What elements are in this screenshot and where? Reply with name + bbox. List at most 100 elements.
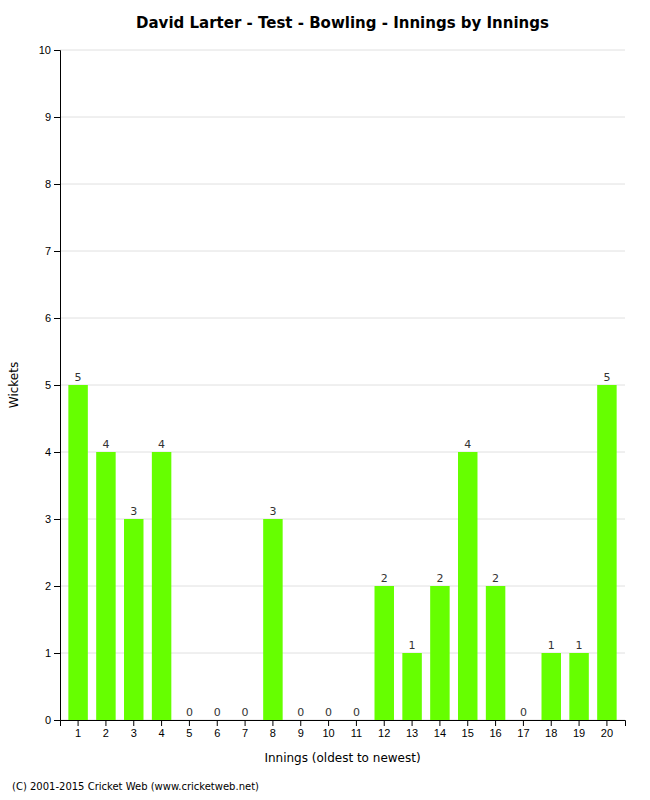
x-tick-mark [439, 720, 440, 726]
y-tick-mark [54, 251, 60, 252]
data-label: 0 [186, 706, 193, 719]
y-tick-label: 3 [45, 513, 51, 525]
data-label: 1 [548, 639, 555, 652]
y-tick: 1 [45, 647, 60, 659]
bar [430, 586, 449, 720]
x-tick: 18 [545, 720, 557, 739]
x-tick: 17 [517, 720, 529, 739]
x-tick-mark [551, 720, 552, 726]
data-label: 4 [464, 438, 471, 451]
x-tick-label: 2 [103, 727, 109, 739]
x-tick-label: 17 [517, 727, 529, 739]
bar [347, 720, 366, 721]
bar [486, 586, 505, 720]
x-tick-mark [384, 720, 385, 726]
grid-line [60, 519, 625, 520]
y-tick: 9 [45, 111, 60, 123]
grid-line [60, 653, 625, 654]
y-tick-mark [54, 519, 60, 520]
plot: 5434000300021242011512345678910111213141… [39, 44, 626, 739]
x-tick-label: 7 [242, 727, 248, 739]
y-axis: 012345678910 [39, 44, 61, 726]
x-tick: 4 [159, 720, 165, 739]
y-tick-label: 10 [39, 44, 51, 56]
x-tick: 9 [298, 720, 304, 739]
x-axis-line [61, 721, 626, 727]
y-tick: 4 [45, 446, 60, 458]
y-tick-label: 1 [45, 647, 51, 659]
x-tick-label: 5 [186, 727, 192, 739]
data-label: 5 [603, 371, 610, 384]
x-tick-label: 12 [378, 727, 390, 739]
x-tick-label: 1 [75, 727, 81, 739]
bar [180, 720, 199, 721]
x-tick-label: 11 [351, 727, 362, 739]
y-tick-label: 6 [45, 312, 51, 324]
x-tick-label: 16 [489, 727, 501, 739]
y-tick: 2 [45, 580, 60, 592]
x-tick-label: 6 [214, 727, 220, 739]
x-tick-mark [523, 720, 524, 726]
data-label: 0 [520, 706, 527, 719]
x-tick-mark [78, 720, 79, 726]
x-tick: 14 [434, 720, 446, 739]
x-tick-mark [217, 720, 218, 726]
x-axis: 1234567891011121314151617181920 [61, 720, 626, 739]
y-tick-label: 5 [45, 379, 51, 391]
bar [235, 720, 254, 721]
x-tick-label: 19 [573, 727, 585, 739]
x-tick: 8 [270, 720, 276, 739]
x-tick-label: 15 [462, 727, 474, 739]
data-label: 2 [436, 572, 443, 585]
y-axis-title: Wickets [7, 362, 21, 408]
x-tick: 3 [131, 720, 137, 739]
bar [124, 519, 143, 720]
x-tick-mark [467, 720, 468, 726]
bar [152, 452, 171, 720]
data-label: 1 [576, 639, 583, 652]
y-tick: 10 [39, 44, 60, 56]
bar [514, 720, 533, 721]
y-tick-label: 8 [45, 178, 51, 190]
grid-line [60, 452, 625, 453]
y-tick-label: 4 [45, 446, 51, 458]
x-tick-label: 20 [601, 727, 613, 739]
x-tick-mark [300, 720, 301, 726]
data-label: 0 [242, 706, 249, 719]
data-label: 0 [214, 706, 221, 719]
grid-line [60, 385, 625, 386]
x-tick: 1 [75, 720, 81, 739]
data-label: 4 [158, 438, 165, 451]
bar [96, 452, 115, 720]
bar [597, 385, 616, 720]
grid-line [60, 117, 625, 118]
x-tick: 5 [186, 720, 192, 739]
y-tick-mark [54, 184, 60, 185]
x-tick-label: 8 [270, 727, 276, 739]
x-tick: 19 [573, 720, 585, 739]
x-tick: 20 [601, 720, 613, 739]
x-axis-title: Innings (oldest to newest) [264, 751, 420, 765]
x-tick-mark [105, 720, 106, 726]
bars [68, 385, 616, 720]
y-tick-mark [54, 117, 60, 118]
x-tick-label: 13 [406, 727, 418, 739]
y-tick: 6 [45, 312, 60, 324]
y-tick-mark [54, 385, 60, 386]
grid-line [60, 251, 625, 252]
x-tick: 6 [214, 720, 220, 739]
footer: (C) 2001-2015 Cricket Web (www.cricketwe… [12, 781, 259, 792]
x-tick: 11 [351, 720, 362, 739]
y-tick-mark [54, 586, 60, 587]
bar [458, 452, 477, 720]
bar [319, 720, 338, 721]
x-tick: 15 [462, 720, 474, 739]
data-label: 2 [381, 572, 388, 585]
bar [208, 720, 227, 721]
grid [60, 50, 625, 720]
x-tick-label: 9 [298, 727, 304, 739]
x-tick-label: 18 [545, 727, 557, 739]
y-tick: 7 [45, 245, 60, 257]
y-tick-mark [54, 720, 60, 721]
data-label: 0 [353, 706, 360, 719]
